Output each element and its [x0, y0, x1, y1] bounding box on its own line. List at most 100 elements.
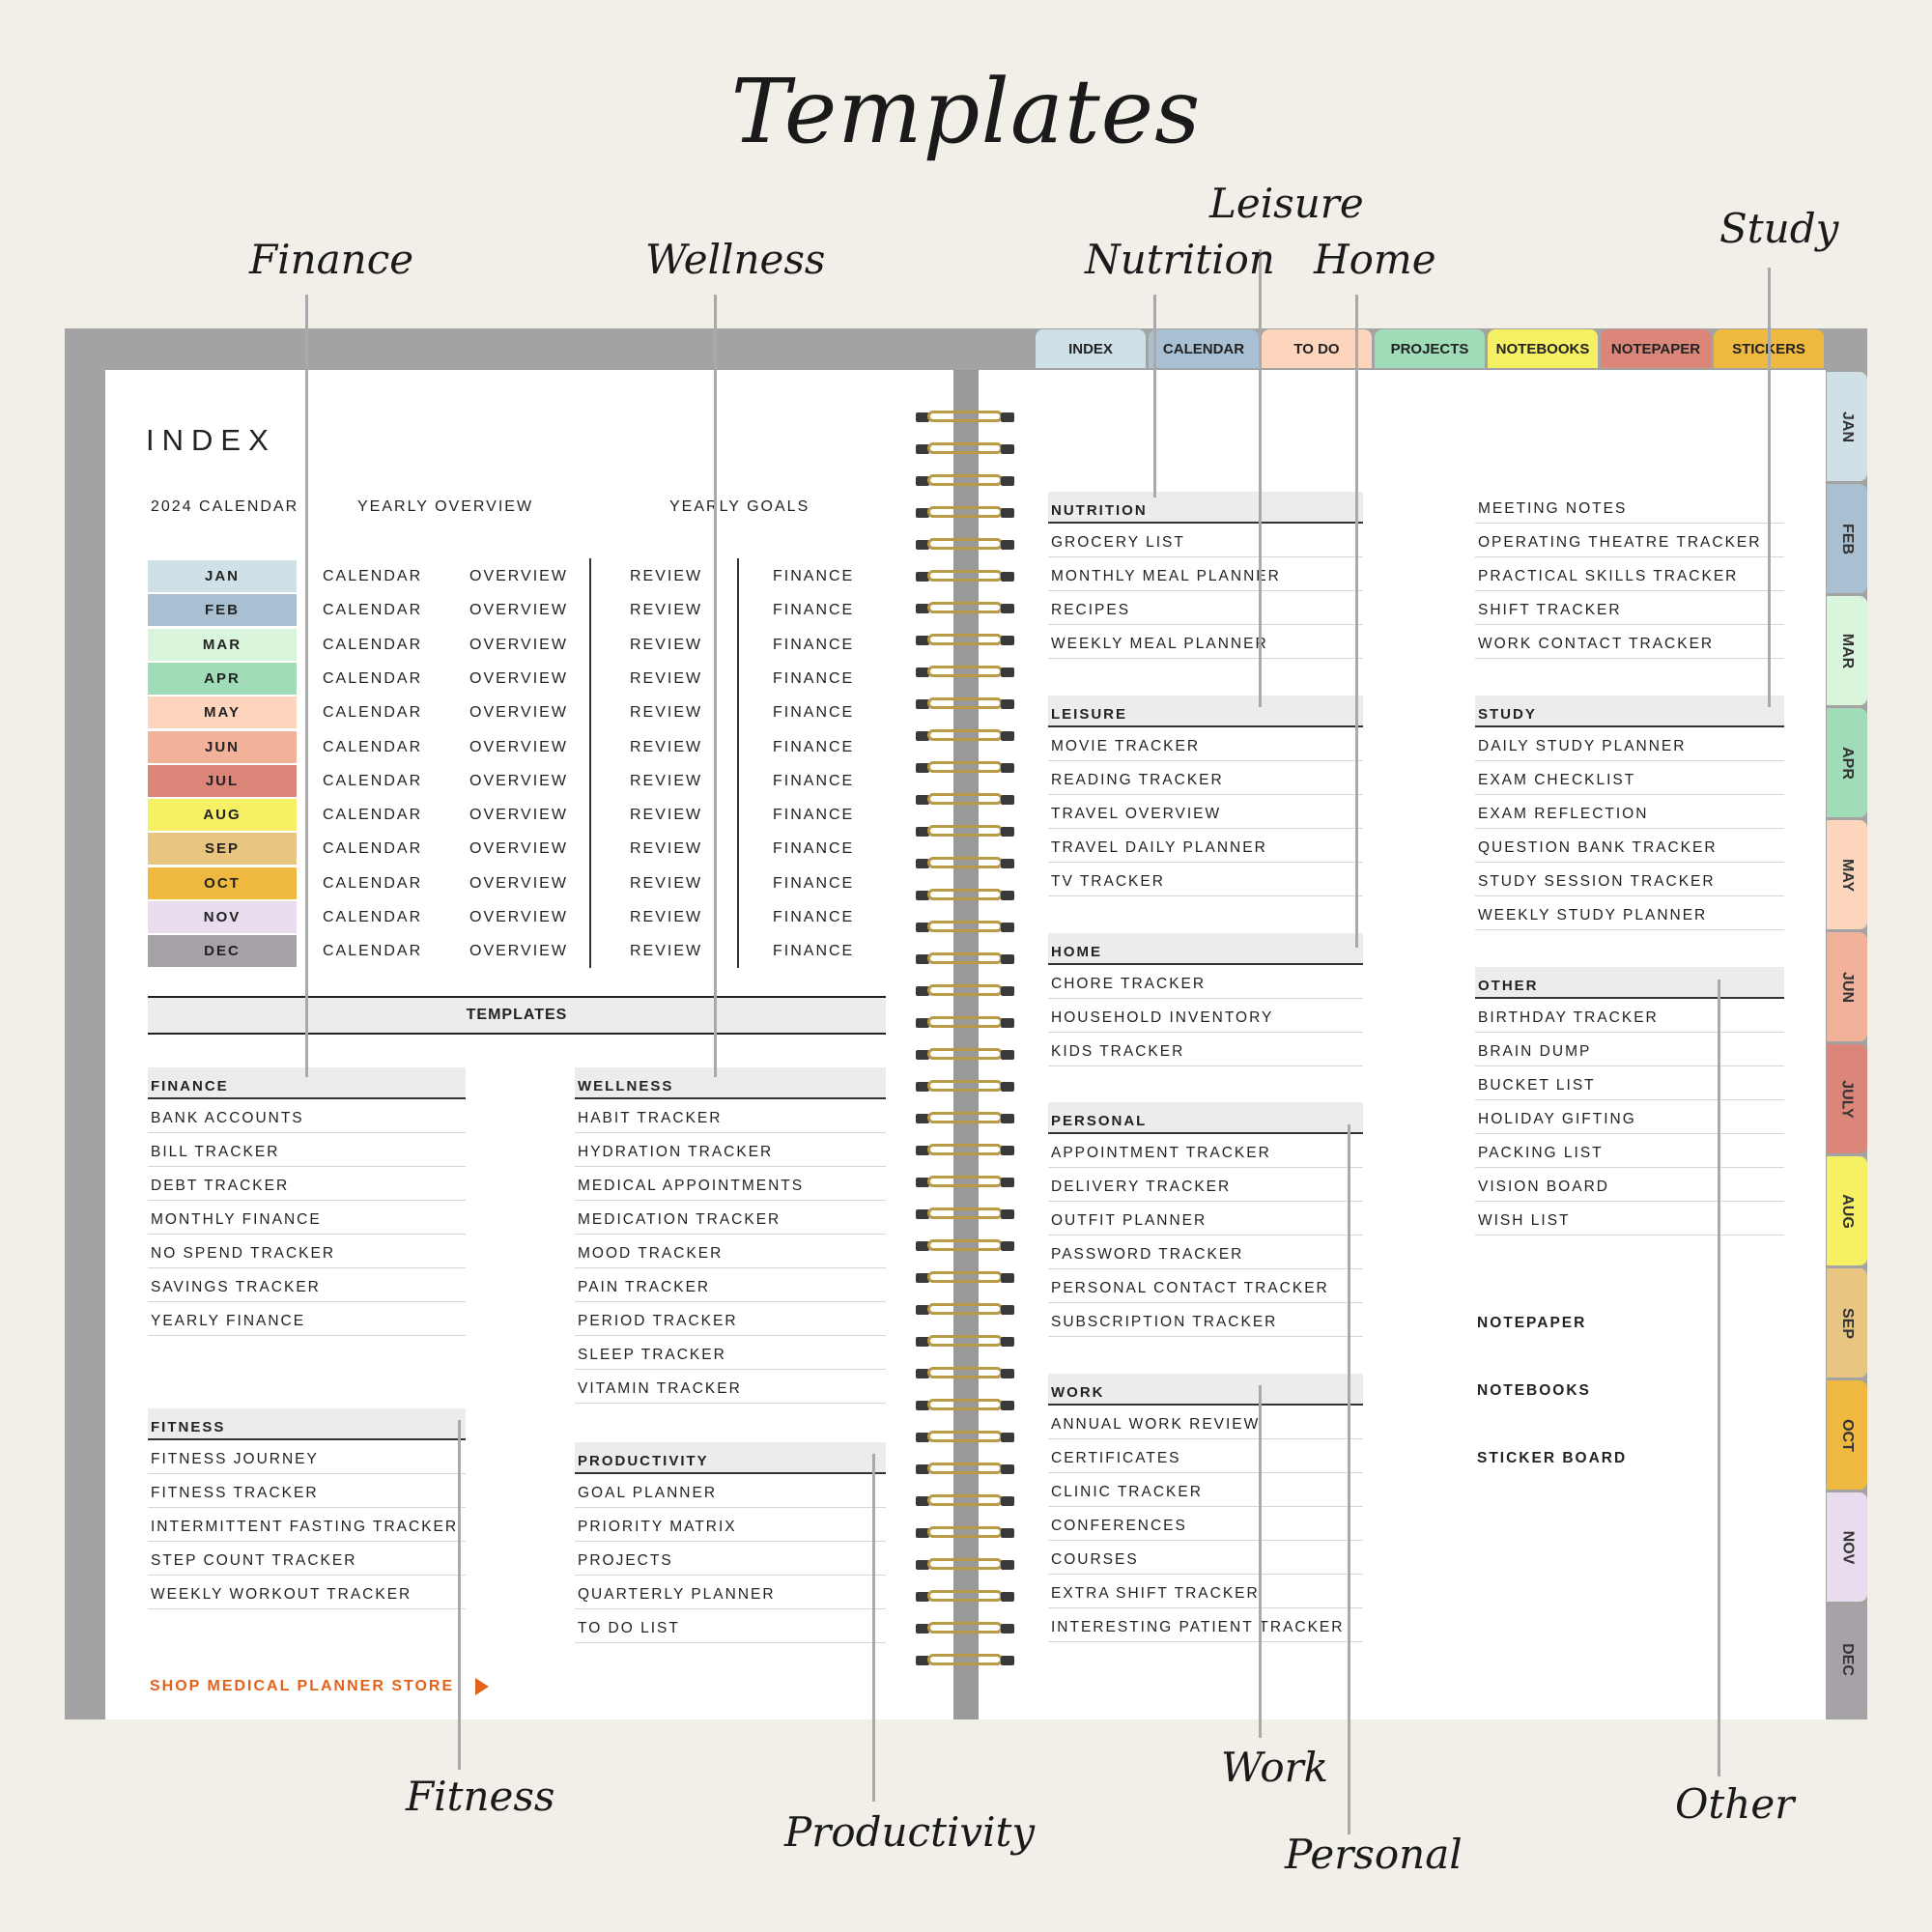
- productivity-section-header[interactable]: PRODUCTIVITY: [575, 1442, 886, 1474]
- personal-section-header[interactable]: PERSONAL: [1048, 1102, 1363, 1134]
- template-link[interactable]: CONFERENCES: [1048, 1507, 1363, 1541]
- review-link[interactable]: REVIEW: [630, 840, 703, 858]
- calendar-link[interactable]: CALENDAR: [323, 874, 423, 892]
- finance-goal-link[interactable]: FINANCE: [773, 602, 855, 619]
- review-link[interactable]: REVIEW: [630, 943, 703, 960]
- overview-link[interactable]: OVERVIEW: [469, 568, 568, 584]
- template-link[interactable]: MONTHLY FINANCE: [148, 1201, 466, 1235]
- side-tab-oct[interactable]: OCT: [1827, 1380, 1867, 1490]
- finance-goal-link[interactable]: FINANCE: [773, 840, 855, 858]
- review-link[interactable]: REVIEW: [630, 738, 703, 755]
- sticker-board-link[interactable]: STICKER BOARD: [1477, 1450, 1628, 1466]
- calendar-link[interactable]: CALENDAR: [323, 943, 423, 960]
- template-link[interactable]: MOVIE TRACKER: [1048, 727, 1363, 761]
- template-link[interactable]: MEDICAL APPOINTMENTS: [575, 1167, 886, 1201]
- overview-link[interactable]: OVERVIEW: [469, 738, 568, 755]
- template-link[interactable]: GROCERY LIST: [1048, 524, 1363, 557]
- template-link[interactable]: PACKING LIST: [1475, 1134, 1784, 1168]
- template-link[interactable]: WISH LIST: [1475, 1202, 1784, 1236]
- calendar-link[interactable]: CALENDAR: [323, 909, 423, 925]
- template-link[interactable]: BUCKET LIST: [1475, 1066, 1784, 1100]
- template-link[interactable]: NO SPEND TRACKER: [148, 1235, 466, 1268]
- template-link[interactable]: RECIPES: [1048, 591, 1363, 625]
- month-cell-aug[interactable]: AUG: [148, 799, 297, 832]
- calendar-link[interactable]: CALENDAR: [323, 738, 423, 755]
- template-link[interactable]: HYDRATION TRACKER: [575, 1133, 886, 1167]
- review-link[interactable]: REVIEW: [630, 669, 703, 687]
- side-tab-aug[interactable]: AUG: [1827, 1156, 1867, 1265]
- review-link[interactable]: REVIEW: [630, 807, 703, 824]
- finance-goal-link[interactable]: FINANCE: [773, 568, 855, 584]
- template-link[interactable]: FITNESS JOURNEY: [148, 1440, 466, 1474]
- template-link[interactable]: INTERMITTENT FASTING TRACKER: [148, 1508, 466, 1542]
- top-tab-index[interactable]: INDEX: [1036, 329, 1146, 368]
- template-link[interactable]: PAIN TRACKER: [575, 1268, 886, 1302]
- template-link[interactable]: EXAM CHECKLIST: [1475, 761, 1784, 795]
- template-link[interactable]: CHORE TRACKER: [1048, 965, 1363, 999]
- review-link[interactable]: REVIEW: [630, 568, 703, 584]
- month-cell-apr[interactable]: APR: [148, 662, 297, 695]
- calendar-link[interactable]: CALENDAR: [323, 602, 423, 619]
- fitness-section-header[interactable]: FITNESS: [148, 1408, 466, 1440]
- finance-goal-link[interactable]: FINANCE: [773, 874, 855, 892]
- overview-header[interactable]: YEARLY OVERVIEW: [357, 498, 534, 515]
- template-link[interactable]: DELIVERY TRACKER: [1048, 1168, 1363, 1202]
- template-link[interactable]: TRAVEL OVERVIEW: [1048, 795, 1363, 829]
- month-cell-feb[interactable]: FEB: [148, 594, 297, 627]
- top-tab-projects[interactable]: PROJECTS: [1375, 329, 1485, 368]
- template-link[interactable]: WEEKLY MEAL PLANNER: [1048, 625, 1363, 659]
- finance-goal-link[interactable]: FINANCE: [773, 738, 855, 755]
- overview-link[interactable]: OVERVIEW: [469, 602, 568, 619]
- overview-link[interactable]: OVERVIEW: [469, 840, 568, 858]
- other-section-header[interactable]: OTHER: [1475, 967, 1784, 999]
- month-cell-sep[interactable]: SEP: [148, 833, 297, 866]
- template-link[interactable]: BILL TRACKER: [148, 1133, 466, 1167]
- template-link[interactable]: STUDY SESSION TRACKER: [1475, 863, 1784, 896]
- template-link[interactable]: READING TRACKER: [1048, 761, 1363, 795]
- top-tab-notepaper[interactable]: NOTEPAPER: [1601, 329, 1711, 368]
- finance-goal-link[interactable]: FINANCE: [773, 807, 855, 824]
- side-tab-dec[interactable]: DEC: [1827, 1605, 1867, 1714]
- template-link[interactable]: VISION BOARD: [1475, 1168, 1784, 1202]
- template-link[interactable]: PASSWORD TRACKER: [1048, 1236, 1363, 1269]
- template-link[interactable]: CLINIC TRACKER: [1048, 1473, 1363, 1507]
- template-link[interactable]: YEARLY FINANCE: [148, 1302, 466, 1336]
- goals-header[interactable]: YEARLY GOALS: [669, 498, 810, 515]
- calendar-link[interactable]: CALENDAR: [323, 772, 423, 789]
- template-link[interactable]: HABIT TRACKER: [575, 1099, 886, 1133]
- template-link[interactable]: QUARTERLY PLANNER: [575, 1576, 886, 1609]
- template-link[interactable]: SLEEP TRACKER: [575, 1336, 886, 1370]
- review-link[interactable]: REVIEW: [630, 602, 703, 619]
- template-link[interactable]: HOLIDAY GIFTING: [1475, 1100, 1784, 1134]
- month-cell-dec[interactable]: DEC: [148, 935, 297, 968]
- template-link[interactable]: DEBT TRACKER: [148, 1167, 466, 1201]
- template-link[interactable]: BANK ACCOUNTS: [148, 1099, 466, 1133]
- finance-goal-link[interactable]: FINANCE: [773, 772, 855, 789]
- calendar-link[interactable]: CALENDAR: [323, 704, 423, 722]
- template-link[interactable]: ANNUAL WORK REVIEW: [1048, 1406, 1363, 1439]
- side-tab-july[interactable]: JULY: [1827, 1044, 1867, 1153]
- template-link[interactable]: KIDS TRACKER: [1048, 1033, 1363, 1066]
- overview-link[interactable]: OVERVIEW: [469, 772, 568, 789]
- leisure-section-header[interactable]: LEISURE: [1048, 696, 1363, 727]
- overview-link[interactable]: OVERVIEW: [469, 874, 568, 892]
- overview-link[interactable]: OVERVIEW: [469, 669, 568, 687]
- side-tab-nov[interactable]: NOV: [1827, 1492, 1867, 1602]
- template-link[interactable]: HOUSEHOLD INVENTORY: [1048, 999, 1363, 1033]
- template-link[interactable]: VITAMIN TRACKER: [575, 1370, 886, 1404]
- template-link[interactable]: DAILY STUDY PLANNER: [1475, 727, 1784, 761]
- template-link[interactable]: SUBSCRIPTION TRACKER: [1048, 1303, 1363, 1337]
- template-link[interactable]: TRAVEL DAILY PLANNER: [1048, 829, 1363, 863]
- notepaper-link[interactable]: NOTEPAPER: [1477, 1315, 1587, 1331]
- work-section-header[interactable]: WORK: [1048, 1374, 1363, 1406]
- calendar-link[interactable]: CALENDAR: [323, 568, 423, 584]
- calendar-link[interactable]: CALENDAR: [323, 807, 423, 824]
- side-tab-apr[interactable]: APR: [1827, 708, 1867, 817]
- side-tab-may[interactable]: MAY: [1827, 820, 1867, 929]
- calendar-link[interactable]: CALENDAR: [323, 840, 423, 858]
- template-link[interactable]: TV TRACKER: [1048, 863, 1363, 896]
- template-link[interactable]: WEEKLY STUDY PLANNER: [1475, 896, 1784, 930]
- overview-link[interactable]: OVERVIEW: [469, 704, 568, 722]
- nutrition-section-header[interactable]: NUTRITION: [1048, 492, 1363, 524]
- finance-goal-link[interactable]: FINANCE: [773, 704, 855, 722]
